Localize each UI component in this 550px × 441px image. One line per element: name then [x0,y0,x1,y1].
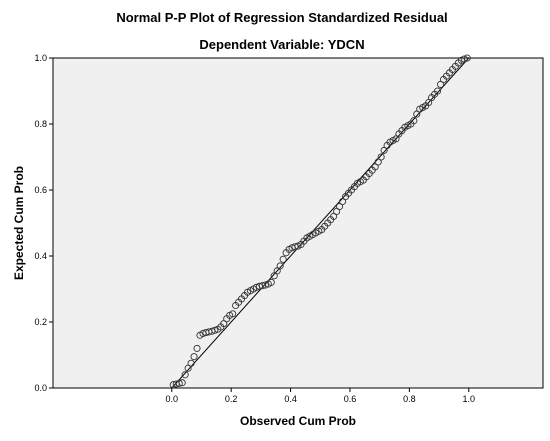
y-tick-label: 0.4 [34,251,47,261]
x-tick-label: 1.0 [462,394,475,404]
data-point [187,359,195,367]
x-tick-label: 0.0 [166,394,179,404]
y-tick-label: 0.6 [34,185,47,195]
data-point [178,379,186,387]
data-point [460,55,468,63]
data-point [261,281,269,289]
chart-title: Normal P-P Plot of Regression Standardiz… [116,10,447,25]
x-tick-label: 0.4 [284,394,297,404]
data-point [190,353,198,361]
data-point [193,344,201,352]
x-tick-label: 0.2 [225,394,238,404]
data-points [169,54,471,389]
y-tick-label: 1.0 [34,53,47,63]
data-point [463,54,471,62]
data-point [291,243,299,251]
chart-subtitle: Dependent Variable: YDCN [199,37,364,52]
data-point [181,371,189,379]
y-axis-label: Expected Cum Prob [12,166,26,280]
data-point [175,379,183,387]
data-point [279,255,287,263]
x-tick-label: 0.8 [403,394,416,404]
y-tick-label: 0.2 [34,317,47,327]
data-point [267,278,275,286]
x-axis-ticks: 0.0 0.2 0.4 0.6 0.8 1.0 [166,388,475,404]
data-point [377,153,385,161]
data-point [229,310,237,318]
reference-diagonal-line [171,57,470,389]
data-point [211,326,219,334]
data-point [410,117,418,125]
y-axis-ticks: 0.0 0.2 0.4 0.6 0.8 1.0 [34,53,53,393]
data-point [434,87,442,95]
y-tick-label: 0.8 [34,119,47,129]
data-point [276,262,284,270]
x-tick-label: 0.6 [344,394,357,404]
y-tick-label: 0.0 [34,383,47,393]
x-axis-label: Observed Cum Prob [240,414,356,428]
plot-area [52,57,544,389]
